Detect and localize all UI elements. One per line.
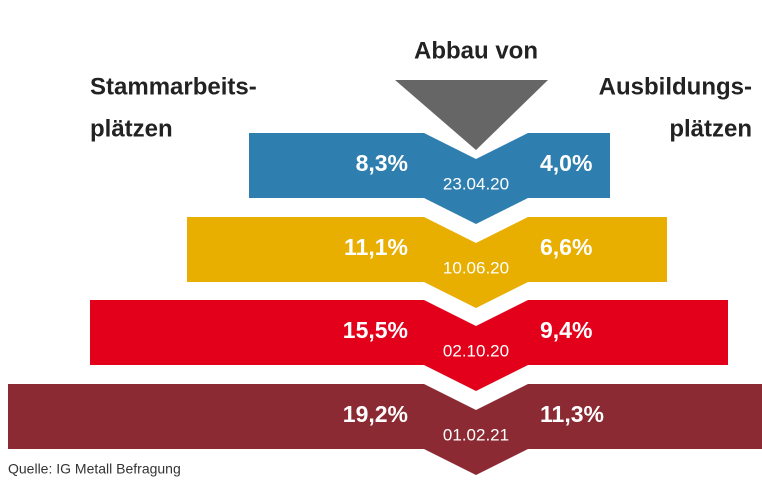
left-label: Stammarbeits- [90,73,257,100]
arrow-triangle [395,80,548,150]
band [187,217,667,308]
right-label: Ausbildungs- [599,73,752,100]
right-value: 6,6% [540,234,592,260]
source: Quelle: IG Metall Befragung [8,461,181,477]
title: Abbau von [414,37,538,64]
left-value: 8,3% [356,150,408,176]
date: 01.02.21 [443,425,509,444]
right-label: plätzen [669,115,752,142]
date: 10.06.20 [443,258,509,277]
date: 02.10.20 [443,341,509,360]
band [249,133,610,224]
right-value: 11,3% [540,401,604,427]
left-label: plätzen [90,115,173,142]
right-value: 4,0% [540,150,592,176]
left-value: 19,2% [343,401,408,427]
left-value: 15,5% [343,317,408,343]
bands: 8,3% 4,0% 23.04.20 11,1% 6,6% 10.06.20 15,5% 9,… [8,133,762,475]
band [8,384,762,475]
left-value: 11,1% [344,234,408,260]
right-value: 9,4% [540,317,592,343]
date: 23.04.20 [443,174,509,193]
band [90,300,728,391]
